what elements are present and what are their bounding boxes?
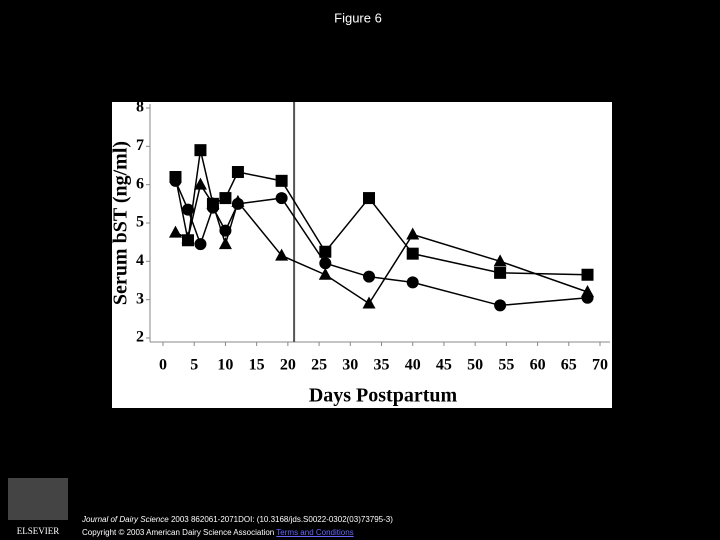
square-marker bbox=[406, 247, 419, 260]
triangle-marker bbox=[318, 267, 332, 280]
triangle-marker bbox=[181, 231, 195, 244]
circle-marker bbox=[406, 276, 419, 289]
y-tick-label: 2 bbox=[136, 329, 144, 346]
x-tick-label: 5 bbox=[190, 357, 198, 374]
x-tick-label: 25 bbox=[311, 357, 327, 374]
y-tick-label: 3 bbox=[136, 290, 144, 307]
slide-title: Figure 6 bbox=[334, 10, 382, 25]
square-marker bbox=[581, 268, 594, 281]
circle-marker bbox=[181, 203, 194, 216]
y-tick-label: 6 bbox=[136, 175, 144, 192]
y-tick-label: 4 bbox=[136, 252, 144, 269]
copyright-line: Copyright © 2003 American Dairy Science … bbox=[82, 528, 354, 537]
series-line bbox=[174, 180, 588, 307]
square-marker bbox=[275, 174, 288, 187]
x-axis-label: Days Postpartum bbox=[309, 385, 458, 407]
x-tick-label: 65 bbox=[561, 357, 577, 374]
x-tick-label: 0 bbox=[159, 357, 167, 374]
x-tick-label: 35 bbox=[374, 357, 390, 374]
x-tick-label: 55 bbox=[498, 357, 514, 374]
x-tick-label: 40 bbox=[405, 357, 421, 374]
series-line bbox=[174, 149, 588, 276]
x-tick-label: 30 bbox=[342, 357, 358, 374]
circle-marker bbox=[319, 257, 332, 270]
y-tick-label: 8 bbox=[136, 99, 144, 116]
series-line bbox=[175, 182, 588, 305]
triangle-marker bbox=[168, 225, 182, 238]
x-tick-label: 20 bbox=[280, 357, 296, 374]
square-marker bbox=[319, 245, 332, 258]
citation-line: Journal of Dairy Science 2003 862061-207… bbox=[82, 515, 393, 524]
x-tick-label: 10 bbox=[217, 357, 233, 374]
x-tick-label: 15 bbox=[249, 357, 265, 374]
logo-graphic bbox=[8, 478, 68, 520]
citation: 2003 862061-2071DOI: (10.3168/jds.S0022-… bbox=[170, 515, 393, 524]
triangle-marker bbox=[218, 237, 232, 250]
x-tick-label: 50 bbox=[467, 357, 483, 374]
triangle-marker bbox=[275, 248, 289, 261]
circle-marker bbox=[194, 238, 207, 251]
journal-name: Journal of Dairy Science bbox=[82, 515, 169, 524]
y-tick-label: 5 bbox=[136, 214, 144, 231]
triangle-marker bbox=[206, 196, 220, 209]
logo-text: ELSEVIER bbox=[17, 526, 60, 536]
triangle-marker bbox=[581, 285, 595, 297]
x-tick-label: 70 bbox=[592, 357, 608, 374]
y-tick-label: 7 bbox=[136, 137, 144, 154]
circle-marker bbox=[363, 270, 376, 283]
triangle-marker bbox=[406, 227, 420, 240]
square-marker bbox=[219, 192, 232, 205]
square-marker bbox=[194, 144, 207, 157]
triangle-marker bbox=[493, 254, 507, 267]
triangle-marker bbox=[193, 177, 207, 190]
triangle-marker bbox=[231, 194, 245, 207]
circle-marker bbox=[494, 299, 507, 312]
x-tick-label: 45 bbox=[436, 357, 452, 374]
circle-marker bbox=[275, 192, 288, 205]
triangle-marker bbox=[362, 296, 376, 309]
circle-marker bbox=[169, 174, 182, 187]
terms-link[interactable]: Terms and Conditions bbox=[276, 528, 354, 537]
y-axis-label: Serum bST (ng/ml) bbox=[110, 141, 132, 305]
square-marker bbox=[363, 192, 376, 205]
square-marker bbox=[231, 166, 244, 179]
square-marker bbox=[494, 266, 507, 279]
x-tick-label: 60 bbox=[530, 357, 546, 374]
copyright: Copyright © 2003 American Dairy Science … bbox=[82, 528, 275, 537]
